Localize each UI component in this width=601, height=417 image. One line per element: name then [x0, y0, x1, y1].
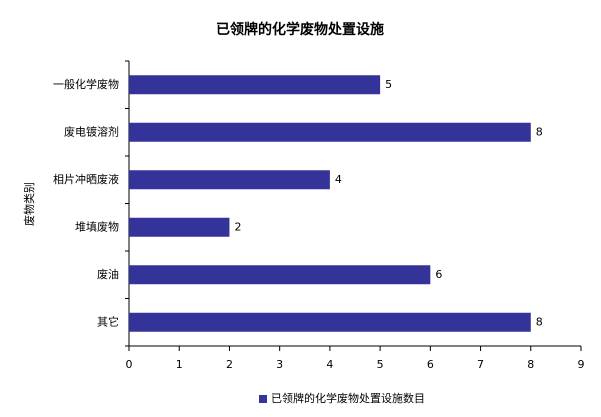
- x-tick-label: 8: [527, 358, 534, 371]
- data-label: 8: [536, 315, 543, 328]
- x-tick-label: 4: [326, 358, 333, 371]
- data-label: 5: [385, 78, 392, 91]
- data-label: 6: [435, 268, 442, 281]
- x-tick-label: 2: [226, 358, 233, 371]
- bar: [129, 122, 531, 142]
- data-label: 4: [335, 173, 342, 186]
- chart-title: 已领牌的化学废物处置设施: [216, 21, 384, 38]
- y-tick-label: 相片冲晒废液: [53, 172, 119, 186]
- x-tick-label: 0: [126, 358, 133, 371]
- legend-label: 已领牌的化学废物处置设施数目: [271, 391, 425, 405]
- bar: [129, 170, 330, 190]
- y-tick-label: 堆填废物: [75, 219, 119, 233]
- x-tick-label: 3: [276, 358, 283, 371]
- x-tick-label: 7: [477, 358, 484, 371]
- y-tick-label: 废油: [97, 267, 119, 281]
- y-tick-label: 其它: [97, 314, 119, 328]
- bar: [129, 217, 230, 237]
- x-tick-label: 9: [578, 358, 585, 371]
- data-label: 2: [234, 220, 241, 233]
- x-tick-label: 1: [176, 358, 183, 371]
- bar: [129, 265, 431, 285]
- bar: [129, 75, 381, 95]
- bar: [129, 312, 531, 332]
- legend-swatch: [259, 395, 267, 403]
- x-tick-label: 6: [427, 358, 434, 371]
- y-axis-label: 废物类别: [22, 182, 36, 226]
- y-tick-label: 一般化学废物: [53, 77, 119, 91]
- data-label: 8: [536, 125, 543, 138]
- x-tick-label: 5: [377, 358, 384, 371]
- y-tick-label: 废电镀溶剂: [64, 124, 119, 138]
